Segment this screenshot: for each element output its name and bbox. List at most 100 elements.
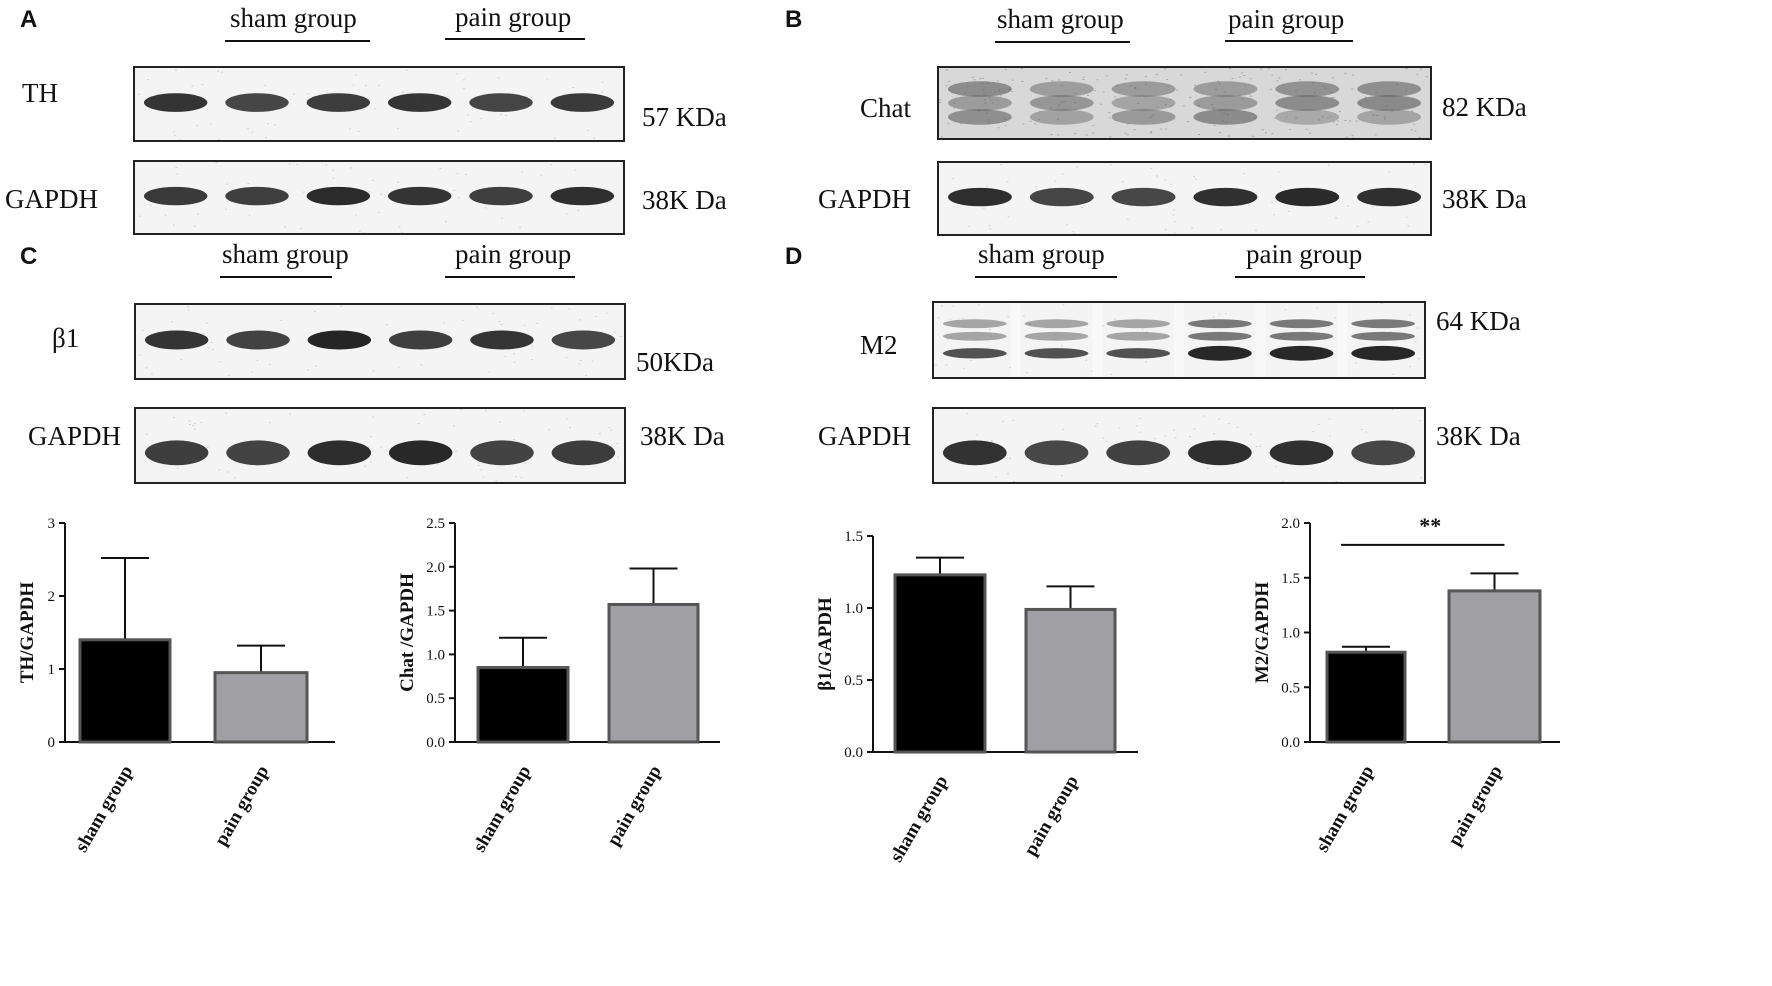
x-category-label: sham group — [1312, 762, 1378, 856]
chat-gapdh-bar-chart: 0.0 0.5 1.0 1.5 2.0 2.5 Chat /GAPDH sham group p… — [380, 505, 760, 985]
y-tick-label: 0.0 — [1281, 735, 1300, 751]
x-category-label: sham group — [71, 762, 137, 856]
panel-a-pain-underline — [445, 38, 585, 40]
panel-c-pain-label: pain group — [455, 239, 572, 269]
panel-c-protein-kda: 50KDa — [636, 347, 714, 377]
blot-image — [136, 305, 624, 378]
panel-a-protein-kda: 57 KDa — [642, 102, 727, 132]
y-axis-label: TH/GAPDH — [17, 582, 38, 684]
m2-gapdh-bar-chart: 0.0 0.5 1.0 1.5 2.0 M2/GAPDH sham group pain gr… — [1230, 500, 1772, 980]
y-tick-label: 1.0 — [844, 601, 863, 617]
y-tick-label: 0.0 — [844, 745, 863, 761]
y-axis-label: M2/GAPDH — [1252, 582, 1273, 684]
chart-svg: 0.0 0.5 1.0 1.5 2.0 2.5 Chat /GAPDH sham group p… — [397, 516, 720, 856]
blot-image — [939, 68, 1430, 138]
panel-d-control-kda: 38K Da — [1436, 421, 1521, 451]
blot-image — [934, 303, 1424, 377]
panel-b-protein-kda: 82 KDa — [1442, 92, 1527, 122]
panel-a-th-blot — [133, 66, 625, 142]
panel-a-pain-label: pain group — [455, 2, 572, 32]
panel-d-sham-underline — [975, 276, 1117, 278]
th-gapdh-bar-chart: 0 1 2 3 TH/GAPDH sham group pain group — [0, 505, 360, 985]
y-tick-label: 2 — [48, 589, 56, 605]
y-tick-label: 0.5 — [1281, 680, 1300, 696]
y-tick-label: 1 — [48, 662, 56, 678]
blot-image — [939, 163, 1430, 234]
panel-b-gapdh-blot — [937, 161, 1432, 236]
panel-a-gapdh-blot — [133, 160, 625, 235]
panel-letter-d: D — [785, 243, 803, 270]
y-axis-label: β1/GAPDH — [815, 597, 836, 691]
y-tick-label: 3 — [48, 516, 56, 532]
x-category-label: sham group — [886, 772, 952, 866]
bar-pain — [607, 602, 700, 744]
panel-b-pain-label: pain group — [1228, 4, 1345, 34]
panel-c-sham-underline — [220, 276, 332, 278]
panel-b-sham-underline — [995, 41, 1130, 43]
panel-letter-b: B — [785, 6, 803, 33]
panel-c-pain-underline — [445, 276, 575, 278]
x-category-label: pain group — [211, 762, 274, 849]
panel-c-protein-label: β1 — [52, 323, 80, 353]
panel-d-pain-underline — [1235, 276, 1365, 278]
y-tick-label: 0.0 — [426, 735, 445, 751]
bar-pain — [1024, 607, 1117, 754]
panel-d-gapdh-blot — [932, 407, 1426, 484]
panel-b-sham-label: sham group — [997, 4, 1124, 34]
panel-a-sham-label: sham group — [230, 3, 357, 33]
panel-letter-a: A — [20, 6, 38, 33]
panel-d-control-label: GAPDH — [818, 421, 912, 451]
x-category-label: pain group — [1444, 762, 1507, 849]
panel-d-m2-blot — [932, 301, 1426, 379]
bar-sham — [476, 666, 570, 744]
y-tick-label: 1.5 — [1281, 571, 1300, 587]
panel-b-control-kda: 38K Da — [1442, 184, 1527, 214]
beta1-gapdh-bar-chart: 0.0 0.5 1.0 1.5 β1/GAPDH sham group pain group — [800, 505, 1180, 985]
x-category-label: pain group — [603, 762, 666, 849]
y-tick-label: 0.5 — [426, 691, 445, 707]
panel-c-gapdh-blot — [134, 407, 626, 484]
panel-c-control-label: GAPDH — [28, 421, 122, 451]
panel-c-control-kda: 38K Da — [640, 421, 725, 451]
y-tick-label: 1.0 — [1281, 626, 1300, 642]
panel-d-protein-label: M2 — [860, 330, 898, 360]
panel-a-sham-underline — [225, 40, 370, 42]
blot-image — [135, 162, 623, 233]
panel-d-pain-label: pain group — [1246, 239, 1363, 269]
bar-sham — [78, 638, 172, 744]
blot-image — [136, 409, 624, 482]
x-category-label: pain group — [1020, 772, 1083, 859]
panel-c-sham-label: sham group — [222, 239, 349, 269]
bar-sham — [893, 573, 987, 754]
panel-a-control-kda: 38K Da — [642, 185, 727, 215]
y-tick-label: 0.5 — [844, 673, 863, 689]
panel-c-beta1-blot — [134, 303, 626, 380]
panel-b-chat-blot — [937, 66, 1432, 140]
y-tick-label: 2.0 — [426, 560, 445, 576]
panel-d-protein-kda: 64 KDa — [1436, 306, 1521, 336]
chart-svg: 0 1 2 3 TH/GAPDH sham group pain group — [17, 516, 335, 856]
panel-b-protein-label: Chat — [860, 93, 911, 123]
bar-sham — [1325, 650, 1407, 744]
panel-b-pain-underline — [1225, 40, 1353, 42]
y-tick-label: 2.0 — [1281, 516, 1300, 532]
blot-image — [135, 68, 623, 140]
y-tick-label: 1.5 — [844, 529, 863, 545]
y-axis-label: Chat /GAPDH — [397, 573, 418, 692]
bar-pain — [213, 671, 309, 744]
y-tick-label: 1.0 — [426, 647, 445, 663]
x-category-label: sham group — [469, 762, 535, 856]
panel-a-protein-label: TH — [22, 78, 58, 108]
y-tick-label: 1.5 — [426, 604, 445, 620]
panel-a-control-label: GAPDH — [5, 184, 99, 214]
bar-pain — [1447, 589, 1542, 744]
chart-svg: 0.0 0.5 1.0 1.5 2.0 M2/GAPDH sham group pain gr… — [1252, 513, 1560, 856]
y-tick-label: 0 — [48, 735, 56, 751]
significance-marker: ** — [1419, 513, 1441, 538]
panel-b-control-label: GAPDH — [818, 184, 912, 214]
chart-svg: 0.0 0.5 1.0 1.5 β1/GAPDH sham group pain group — [815, 529, 1138, 866]
y-tick-label: 2.5 — [426, 516, 445, 532]
blot-image — [934, 409, 1424, 482]
panel-d-sham-label: sham group — [978, 239, 1105, 269]
panel-letter-c: C — [20, 243, 38, 270]
